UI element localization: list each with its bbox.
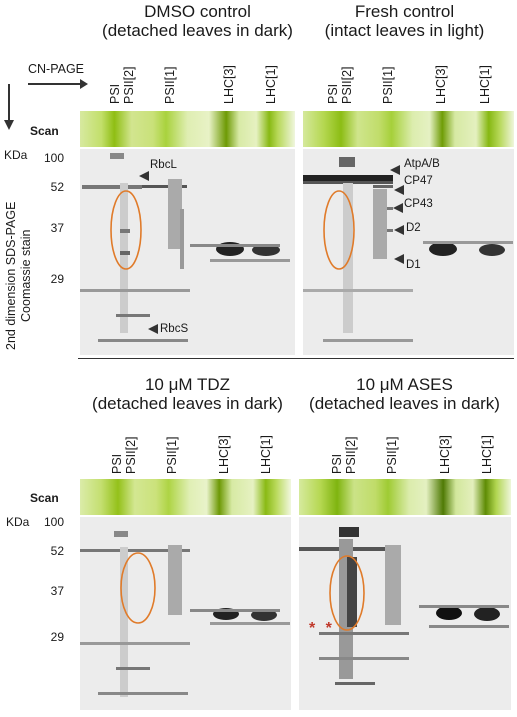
rbcl-arrow-icon (139, 171, 149, 181)
highlight-ellipse (120, 552, 156, 624)
panel-title-tdz: 10 μM TDZ (detached leaves in dark) (75, 375, 300, 413)
lane-label-lhc3: LHC[3] (217, 435, 231, 474)
panel-title-dmso: DMSO control (detached leaves in dark) (85, 2, 310, 40)
highlight-ellipse (329, 555, 365, 631)
panel-title-line2: (detached leaves in dark) (102, 21, 293, 40)
gel-tdz (80, 517, 291, 710)
annotation-cp47: CP47 (404, 175, 433, 187)
scan-strip-ases (299, 479, 511, 515)
gel-fresh (303, 149, 514, 355)
annotation-atpab: AtpA/B (404, 158, 440, 170)
lane-label-psii1: PSII[1] (381, 66, 395, 104)
lane-label-psi: PSI (110, 453, 124, 474)
lane-label-psii1: PSII[1] (385, 436, 399, 474)
mw-52: 52 (50, 180, 64, 194)
panel-title-line2: (detached leaves in dark) (92, 394, 283, 413)
mw-37: 37 (50, 221, 64, 235)
lane-label-psii2: PSII[2] (124, 436, 138, 474)
gel-ases (299, 517, 511, 710)
mw-29: 29 (50, 272, 64, 286)
lane-label-psii1: PSII[1] (163, 66, 177, 104)
scan-label: Scan (30, 124, 59, 138)
panel-title-line2: (detached leaves in dark) (309, 394, 500, 413)
annotation-d1: D1 (406, 259, 421, 271)
lane-label-lhc1: LHC[1] (480, 435, 494, 474)
mw-100: 100 (43, 515, 64, 529)
cp47-arrow-icon (394, 185, 404, 195)
rbcs-arrow-icon (148, 324, 158, 334)
panel-title-line2: (intact leaves in light) (324, 21, 485, 40)
scan-label: Scan (30, 491, 59, 505)
kda-label: KDa (4, 148, 28, 162)
lane-label-psii1: PSII[1] (165, 436, 179, 474)
cp43-arrow-icon (393, 203, 403, 213)
lane-label-psii2: PSII[2] (340, 66, 354, 104)
panel-title-line1: 10 μM TDZ (144, 375, 231, 394)
cn-page-label: CN-PAGE (28, 62, 85, 76)
lane-label-psi: PSI (108, 83, 122, 104)
mw-100: 100 (43, 151, 64, 165)
highlight-ellipse (110, 190, 142, 270)
sds-page-arrow-icon (4, 84, 14, 130)
kda-label: KDa (6, 515, 30, 529)
annotation-rbcs: RbcS (160, 323, 189, 335)
scan-strip-tdz (80, 479, 291, 515)
cn-page-arrow-icon (28, 79, 88, 89)
panel-title-line1: Fresh control (354, 2, 455, 21)
panel-title-line1: DMSO control (144, 2, 251, 21)
annotation-d2: D2 (406, 222, 421, 234)
scan-strip-fresh (303, 111, 514, 147)
lane-label-psi: PSI (326, 83, 340, 104)
lane-label-psii2: PSII[2] (122, 66, 136, 104)
atpab-arrow-icon (390, 165, 400, 175)
highlight-ellipse (323, 190, 355, 270)
d1-arrow-icon (394, 254, 404, 264)
d2-arrow-icon (394, 225, 404, 235)
star-markers: * * (309, 620, 335, 637)
lane-label-lhc3: LHC[3] (438, 435, 452, 474)
sds-line1: 2nd dimension SDS-PAGE (4, 201, 18, 350)
lane-label-lhc1: LHC[1] (478, 65, 492, 104)
lane-label-psii2: PSII[2] (344, 436, 358, 474)
scan-strip-dmso (80, 111, 295, 147)
lane-label-lhc1: LHC[1] (264, 65, 278, 104)
lane-label-psi: PSI (330, 453, 344, 474)
lane-label-lhc3: LHC[3] (434, 65, 448, 104)
mw-52: 52 (50, 544, 64, 558)
panel-title-fresh: Fresh control (intact leaves in light) (292, 2, 517, 40)
lane-label-lhc1: LHC[1] (259, 435, 273, 474)
gel-dmso (80, 149, 295, 355)
panel-title-ases: 10 μM ASES (detached leaves in dark) (292, 375, 517, 413)
annotation-cp43: CP43 (404, 198, 433, 210)
panel-divider (78, 358, 514, 359)
mw-29: 29 (50, 630, 64, 644)
annotation-rbcl: RbcL (150, 159, 177, 171)
mw-37: 37 (50, 584, 64, 598)
lane-label-lhc3: LHC[3] (222, 65, 236, 104)
panel-title-line1: 10 μM ASES (356, 375, 453, 394)
